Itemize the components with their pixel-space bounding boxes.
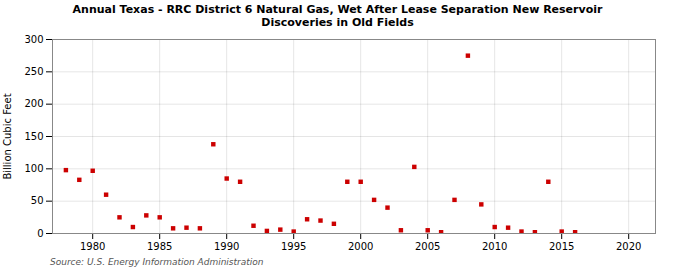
svg-text:2020: 2020 — [616, 241, 641, 252]
svg-text:Billion Cubic Feet: Billion Cubic Feet — [2, 94, 13, 180]
html-text:Annual Texas - RRC District 6: Annual Texas - RRC District 6 Natural Ga… — [72, 3, 603, 30]
svg-text:2005: 2005 — [415, 241, 440, 252]
svg-text:1980: 1980 — [80, 241, 105, 252]
svg-text:200: 200 — [24, 99, 43, 110]
svg-text:2010: 2010 — [482, 241, 507, 252]
svg-text:250: 250 — [24, 66, 43, 77]
svg-text:1995: 1995 — [281, 241, 306, 252]
html-text:Source: U.S. Energy Informatio: Source: U.S. Energy Information Administ… — [50, 257, 264, 268]
svg-text:1990: 1990 — [214, 241, 239, 252]
svg-text:150: 150 — [24, 131, 43, 142]
svg-text:0: 0 — [37, 228, 43, 239]
svg-text:2000: 2000 — [348, 241, 373, 252]
svg-text:1985: 1985 — [147, 241, 172, 252]
svg-text:100: 100 — [24, 163, 43, 174]
svg-text:50: 50 — [31, 196, 44, 207]
svg-text:2015: 2015 — [549, 241, 574, 252]
svg-text:300: 300 — [24, 34, 43, 45]
